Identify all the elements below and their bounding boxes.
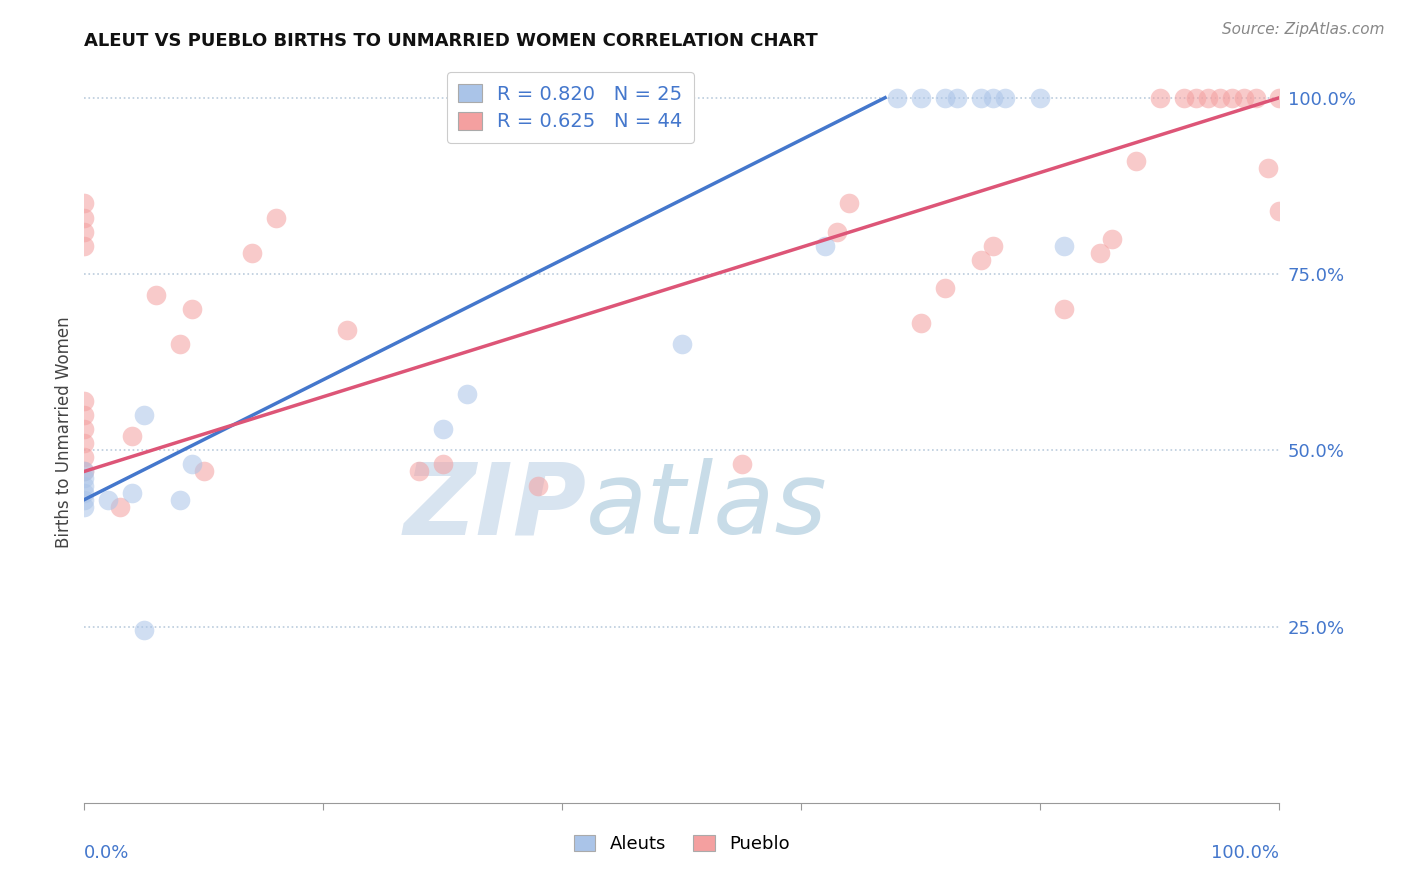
Point — [827, 225, 849, 239]
Point — [181, 302, 204, 317]
Point — [910, 316, 932, 330]
Point — [886, 91, 908, 105]
Point — [1268, 203, 1291, 218]
Point — [1090, 245, 1112, 260]
Point — [456, 387, 478, 401]
Point — [838, 196, 860, 211]
Point — [73, 485, 96, 500]
Point — [1185, 91, 1208, 105]
Point — [1233, 91, 1256, 105]
Point — [1220, 91, 1243, 105]
Point — [1173, 91, 1195, 105]
Point — [73, 464, 96, 478]
Point — [73, 422, 96, 436]
Point — [240, 245, 263, 260]
Text: Source: ZipAtlas.com: Source: ZipAtlas.com — [1222, 22, 1385, 37]
Point — [934, 91, 956, 105]
Legend: Aleuts, Pueblo: Aleuts, Pueblo — [567, 828, 797, 861]
Point — [731, 458, 754, 472]
Point — [1053, 239, 1076, 253]
Point — [671, 337, 693, 351]
Point — [121, 485, 143, 500]
Point — [994, 91, 1017, 105]
Point — [432, 422, 454, 436]
Point — [934, 281, 956, 295]
Point — [132, 623, 156, 637]
Point — [1268, 91, 1291, 105]
Point — [527, 478, 550, 492]
Point — [970, 91, 993, 105]
Text: ALEUT VS PUEBLO BIRTHS TO UNMARRIED WOMEN CORRELATION CHART: ALEUT VS PUEBLO BIRTHS TO UNMARRIED WOME… — [84, 32, 818, 50]
Point — [73, 393, 96, 408]
Point — [1149, 91, 1171, 105]
Point — [73, 471, 96, 485]
Point — [336, 323, 359, 337]
Point — [73, 436, 96, 450]
Point — [73, 211, 96, 225]
Point — [73, 464, 96, 478]
Point — [1029, 91, 1052, 105]
Point — [169, 492, 191, 507]
Point — [121, 429, 143, 443]
Point — [1257, 161, 1279, 176]
Point — [981, 239, 1004, 253]
Point — [73, 450, 96, 465]
Point — [910, 91, 932, 105]
Point — [1209, 91, 1232, 105]
Point — [73, 225, 96, 239]
Point — [181, 458, 204, 472]
Point — [981, 91, 1004, 105]
Point — [814, 239, 837, 253]
Point — [73, 478, 96, 492]
Y-axis label: Births to Unmarried Women: Births to Unmarried Women — [55, 317, 73, 549]
Point — [408, 464, 430, 478]
Text: atlas: atlas — [586, 458, 828, 555]
Point — [73, 500, 96, 514]
Point — [970, 252, 993, 267]
Point — [132, 408, 156, 422]
Point — [193, 464, 215, 478]
Point — [97, 492, 120, 507]
Point — [73, 239, 96, 253]
Point — [1053, 302, 1076, 317]
Point — [1244, 91, 1267, 105]
Point — [1101, 232, 1123, 246]
Point — [432, 458, 454, 472]
Point — [1197, 91, 1219, 105]
Text: 0.0%: 0.0% — [84, 844, 129, 862]
Point — [73, 408, 96, 422]
Point — [73, 196, 96, 211]
Point — [264, 211, 287, 225]
Text: ZIP: ZIP — [404, 458, 586, 555]
Point — [110, 500, 132, 514]
Point — [169, 337, 191, 351]
Point — [1125, 154, 1147, 169]
Point — [73, 492, 96, 507]
Point — [145, 288, 167, 302]
Point — [946, 91, 969, 105]
Text: 100.0%: 100.0% — [1212, 844, 1279, 862]
